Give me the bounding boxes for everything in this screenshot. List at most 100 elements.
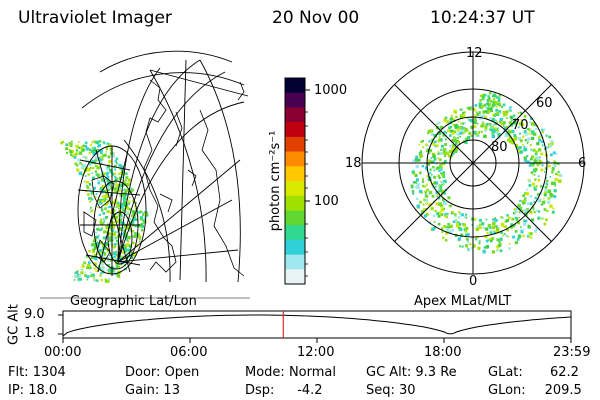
aurora-pixel xyxy=(557,174,560,177)
aurora-pixel xyxy=(93,254,96,256)
aurora-pixel xyxy=(102,154,105,157)
aurora-pixel xyxy=(552,163,555,166)
aurora-pixel xyxy=(131,229,135,233)
aurora-pixel xyxy=(101,227,104,230)
aurora-pixel xyxy=(443,182,446,185)
aurora-pixel xyxy=(137,215,140,218)
aurora-pixel xyxy=(132,199,134,202)
geo-panel-label: Geographic Lat/Lon xyxy=(70,294,197,309)
time-tick-0000: 00:00 xyxy=(44,345,82,360)
aurora-pixel xyxy=(138,235,142,239)
aurora-pixel xyxy=(451,115,453,117)
aurora-pixel xyxy=(424,185,427,188)
aurora-pixel xyxy=(101,157,104,161)
aurora-pixel xyxy=(519,229,522,231)
aurora-pixel xyxy=(538,138,541,142)
aurora-pixel xyxy=(96,227,100,231)
aurora-pixel xyxy=(127,178,131,182)
aurora-pixel xyxy=(101,184,106,189)
aurora-pixel xyxy=(106,174,109,177)
aurora-pixel xyxy=(522,202,525,205)
aurora-pixel xyxy=(438,152,442,156)
aurora-pixel xyxy=(99,253,103,257)
aurora-pixel xyxy=(415,178,419,182)
aurora-pixel xyxy=(89,196,93,200)
aurora-pixel xyxy=(93,246,97,249)
aurora-pixel xyxy=(426,150,428,153)
aurora-pixel xyxy=(505,234,508,237)
aurora-pixel xyxy=(95,165,98,168)
aurora-pixel xyxy=(118,176,122,181)
aurora-pixel xyxy=(541,140,544,143)
aurora-pixel xyxy=(60,141,64,145)
aurora-pixel xyxy=(101,244,106,248)
aurora-pixel xyxy=(496,245,500,249)
aurora-pixel xyxy=(124,246,127,249)
aurora-pixel xyxy=(78,141,80,143)
aurora-pixel xyxy=(455,115,458,119)
aurora-pixel xyxy=(114,190,117,194)
aurora-pixel xyxy=(462,223,466,227)
aurora-pixel xyxy=(495,227,500,231)
aurora-pixel xyxy=(97,181,101,185)
aurora-pixel xyxy=(507,138,510,142)
aurora-pixel xyxy=(93,277,95,280)
aurora-pixel xyxy=(139,238,141,240)
aurora-pixel xyxy=(447,152,450,155)
aurora-pixel xyxy=(453,136,456,139)
aurora-pixel xyxy=(115,254,118,256)
aurora-pixel xyxy=(534,152,538,156)
aurora-pixel xyxy=(529,232,533,236)
aurora-pixel xyxy=(107,223,109,226)
aurora-pixel xyxy=(559,173,563,177)
aurora-pixel xyxy=(499,112,502,115)
aurora-pixel xyxy=(98,149,102,152)
aurora-pixel xyxy=(493,101,496,104)
aurora-pixel xyxy=(541,131,544,134)
aurora-pixel xyxy=(433,157,436,159)
aurora-pixel xyxy=(530,122,535,126)
aurora-pixel xyxy=(115,183,119,187)
aurora-pixel xyxy=(93,256,96,260)
aurora-pixel xyxy=(491,105,494,108)
aurora-pixel xyxy=(476,122,479,125)
aurora-pixel xyxy=(449,117,453,121)
aurora-pixel xyxy=(435,144,439,148)
aurora-pixel xyxy=(489,231,493,235)
aurora-pixel xyxy=(442,236,445,239)
aurora-pixel xyxy=(139,240,141,243)
aurora-pixel xyxy=(444,215,448,218)
aurora-pixel xyxy=(95,269,98,272)
aurora-pixel xyxy=(457,141,460,144)
aurora-pixel xyxy=(416,185,420,190)
aurora-pixel xyxy=(447,213,449,215)
aurora-pixel xyxy=(422,178,424,181)
aurora-pixel xyxy=(480,116,482,118)
aurora-pixel xyxy=(495,101,498,104)
aurora-pixel xyxy=(456,147,459,150)
aurora-pixel xyxy=(106,171,109,175)
aurora-pixel xyxy=(133,252,137,256)
aurora-pixel xyxy=(528,128,532,132)
aurora-pixel xyxy=(444,213,448,217)
aurora-pixel xyxy=(115,181,118,184)
aurora-pixel xyxy=(495,109,498,112)
aurora-pixel xyxy=(494,217,497,220)
aurora-pixel xyxy=(514,230,518,233)
aurora-pixel xyxy=(100,149,103,152)
aurora-pixel xyxy=(510,124,513,127)
aurora-pixel xyxy=(99,219,102,222)
aurora-pixel xyxy=(509,106,512,109)
aurora-pixel xyxy=(435,162,438,165)
aurora-pixel xyxy=(130,187,133,190)
aurora-pixel xyxy=(107,155,111,159)
aurora-pixel xyxy=(523,198,527,201)
aurora-pixel xyxy=(438,138,442,142)
aurora-pixel xyxy=(504,133,508,137)
aurora-pixel xyxy=(519,132,521,135)
aurora-pixel xyxy=(554,184,557,187)
aurora-pixel xyxy=(86,184,88,187)
aurora-pixel xyxy=(454,111,457,114)
aurora-pixel xyxy=(541,164,544,167)
aurora-pixel xyxy=(439,211,442,214)
